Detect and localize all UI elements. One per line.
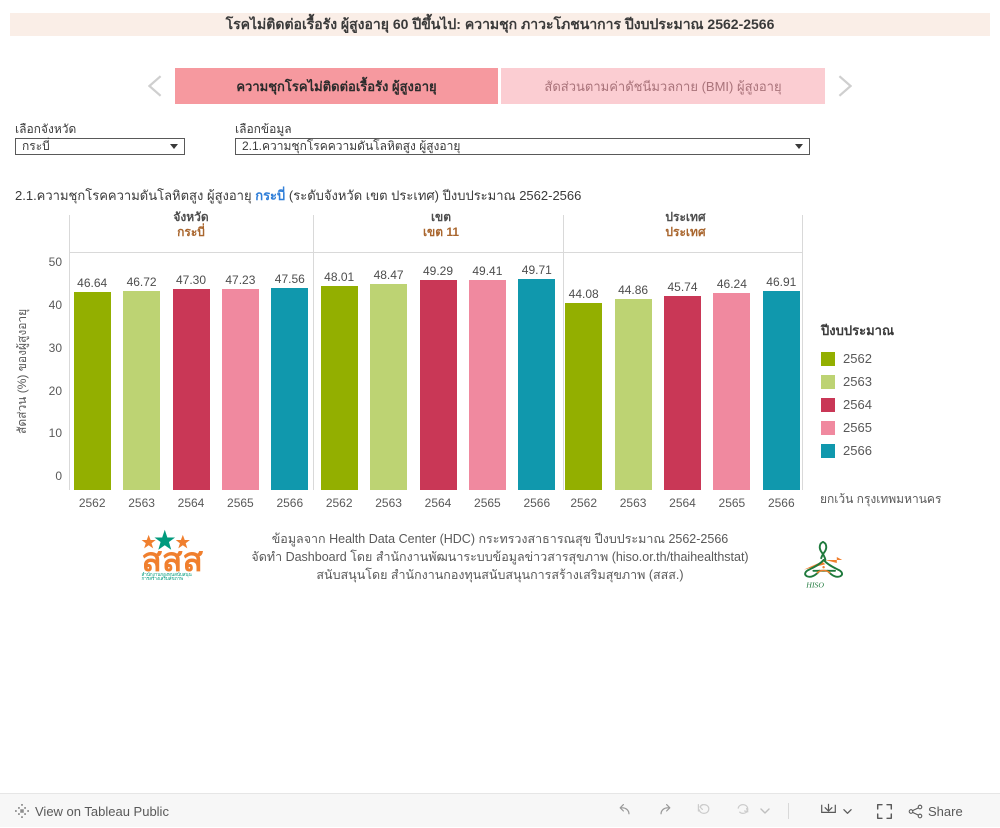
svg-text:HISO: HISO — [805, 581, 824, 590]
svg-text:การสร้างเสริมสุขภาพ: การสร้างเสริมสุขภาพ — [142, 576, 184, 580]
